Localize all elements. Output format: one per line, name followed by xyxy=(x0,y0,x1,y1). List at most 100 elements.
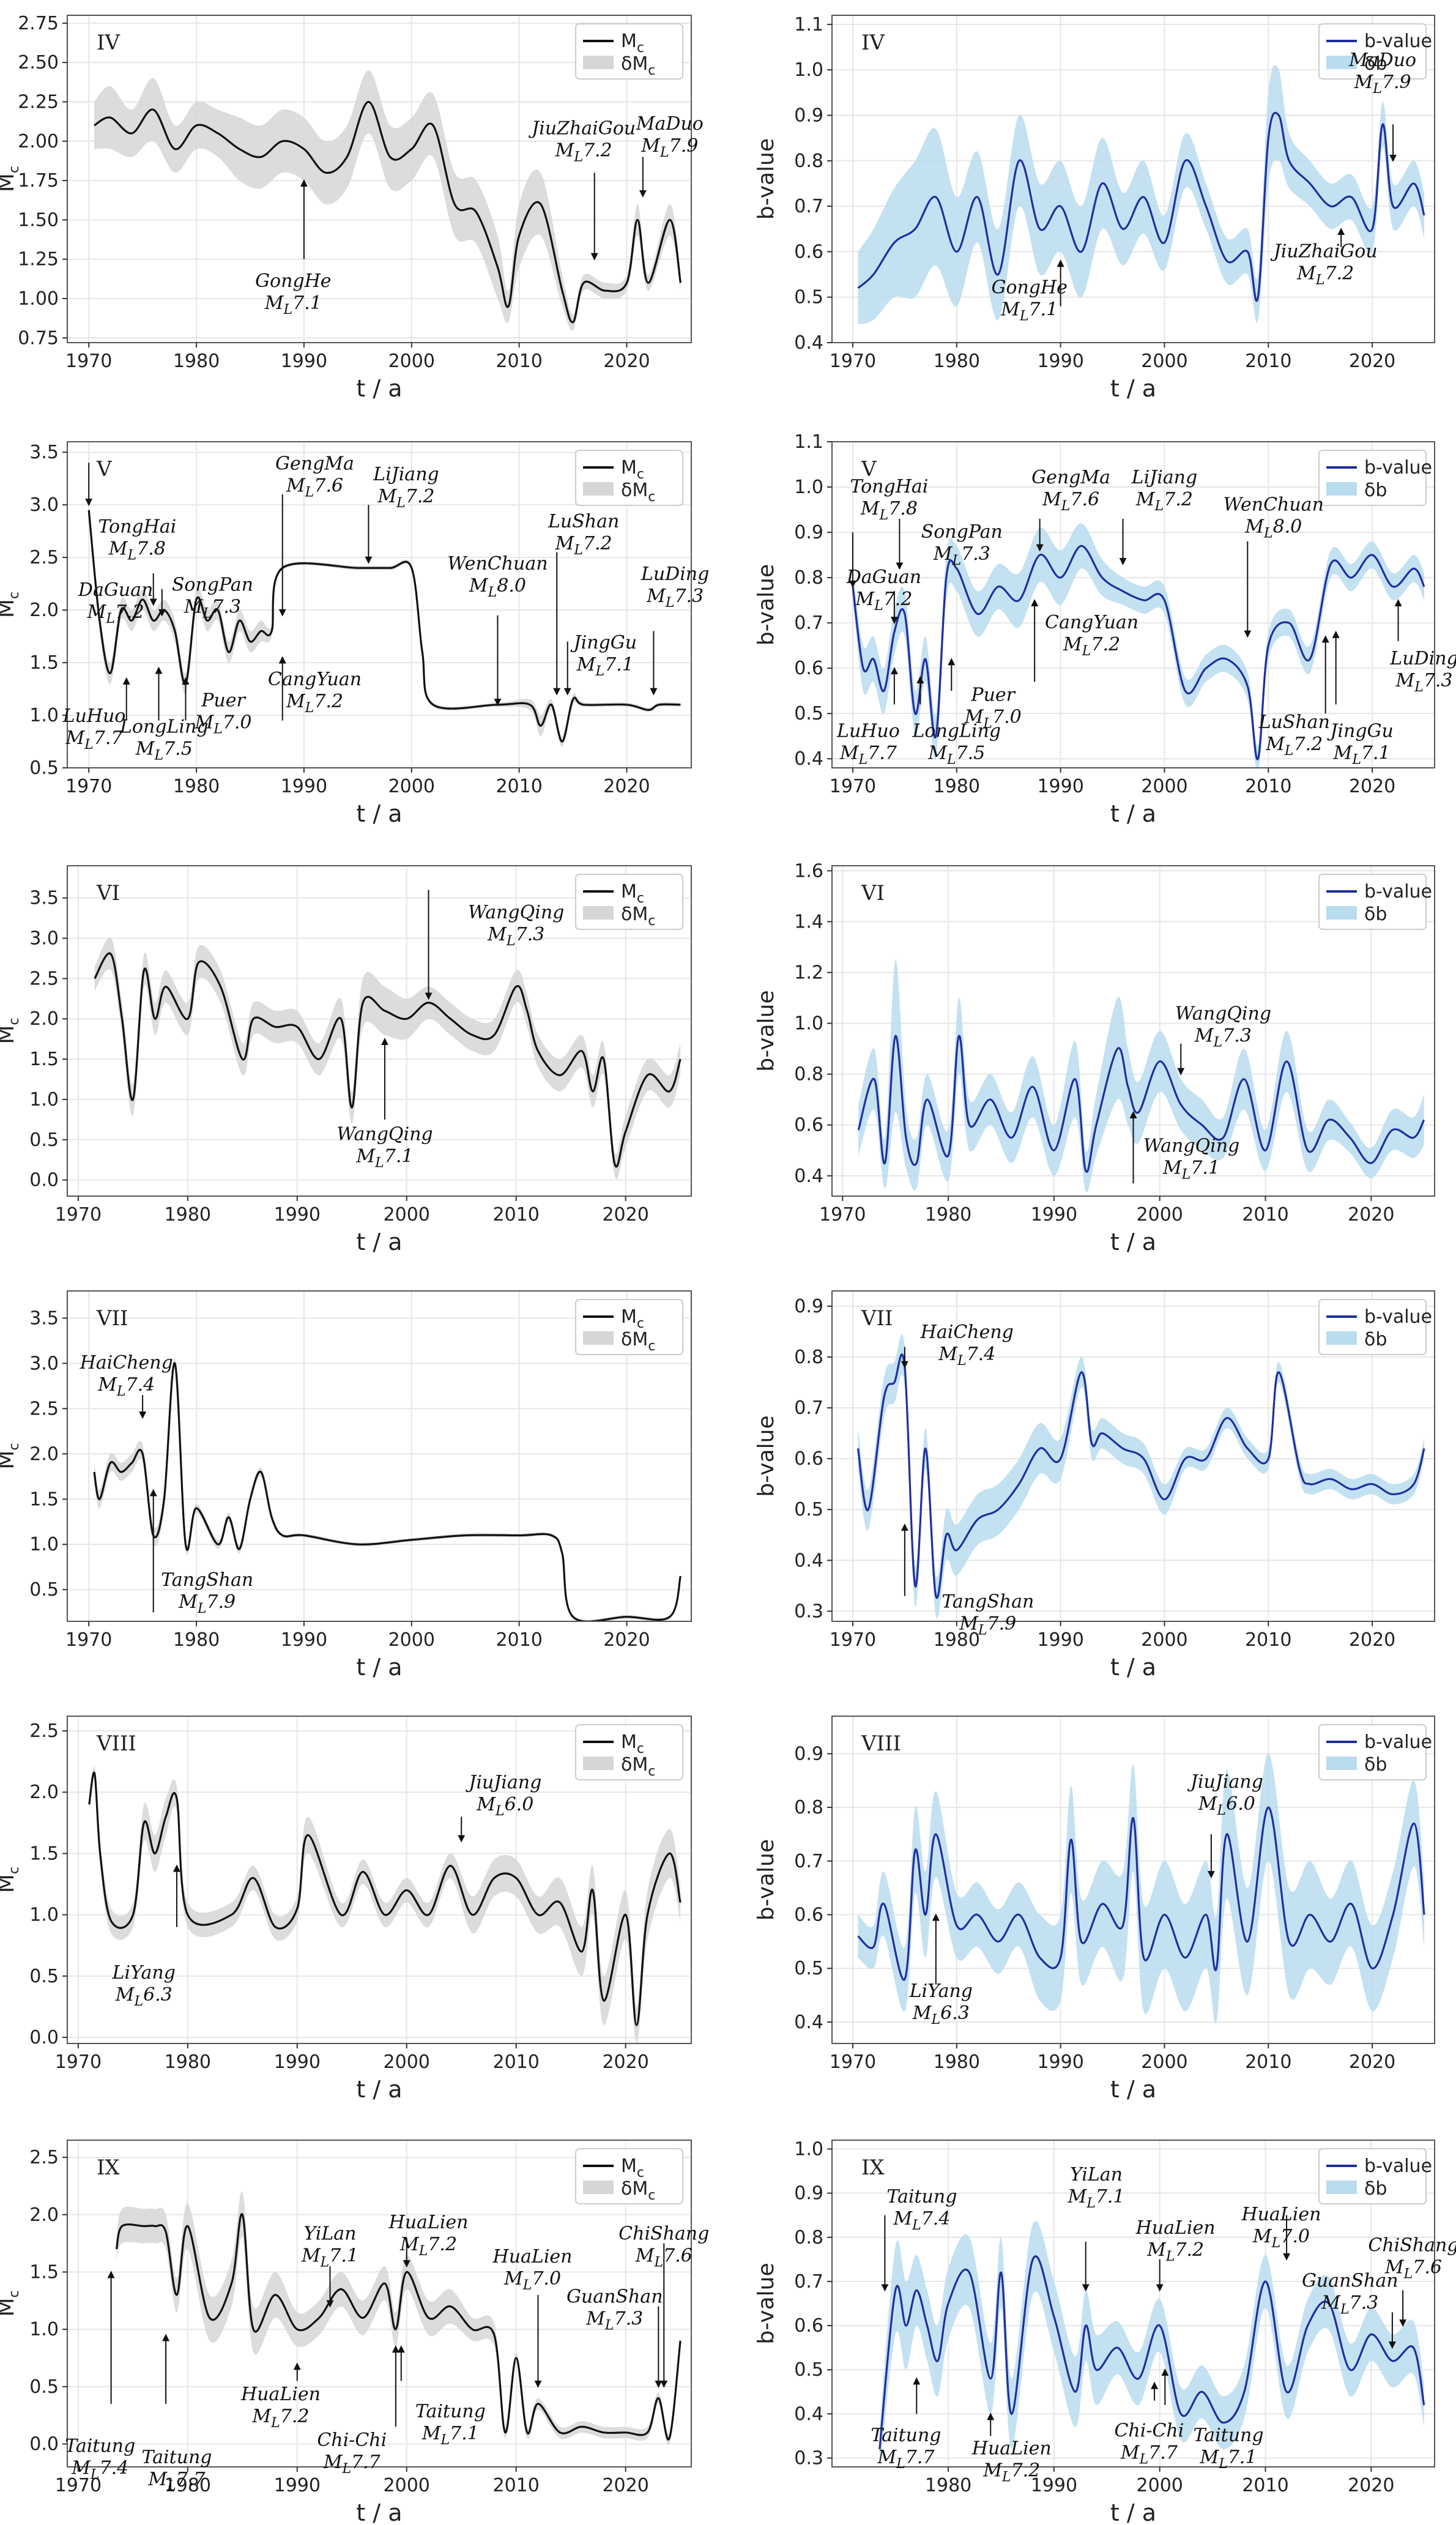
event-magnitude: ML7.1 xyxy=(301,2245,358,2270)
x-axis-label: t / a xyxy=(1110,375,1156,402)
axes-frame xyxy=(67,1716,692,2044)
y-tick-label: 1.0 xyxy=(29,1089,59,1110)
x-tick-label: 1990 xyxy=(281,1629,327,1651)
event-name: HuaLien xyxy=(971,2438,1052,2460)
event-name: CangYuan xyxy=(1045,612,1138,633)
legend-entry-band: δb xyxy=(1364,904,1387,925)
event-name: GuanShan xyxy=(566,2286,663,2308)
series-line xyxy=(878,2255,1425,2450)
y-axis-label: b-value xyxy=(754,2263,779,2344)
x-tick-label: 1970 xyxy=(830,2051,876,2073)
y-tick-label: 0.5 xyxy=(29,2376,59,2398)
axes-frame xyxy=(67,2140,692,2467)
x-tick-label: 1980 xyxy=(173,351,220,372)
event-magnitude: ML7.9 xyxy=(641,135,698,160)
series-line xyxy=(93,1362,682,1621)
event-name: HaiCheng xyxy=(80,1352,173,1374)
x-tick-label: 1980 xyxy=(925,2475,971,2496)
uncertainty-band xyxy=(89,505,681,747)
event-name: SongPan xyxy=(921,521,1003,543)
y-tick-label: 0.4 xyxy=(794,332,823,354)
event-magnitude: ML7.2 xyxy=(555,140,612,165)
event-name: LongLing xyxy=(119,716,209,737)
x-tick-label: 2010 xyxy=(1245,1629,1291,1651)
event-magnitude: ML7.3 xyxy=(184,596,241,621)
event-name: LiJiang xyxy=(373,464,439,485)
y-tick-label: 0.3 xyxy=(794,1601,823,1622)
event-name: HuaLien xyxy=(1241,2204,1321,2225)
event-magnitude: ML7.1 xyxy=(355,1145,413,1170)
x-tick-label: 1990 xyxy=(1031,1204,1077,1225)
event-magnitude: ML7.7 xyxy=(147,2469,206,2494)
event-magnitude: ML7.2 xyxy=(1063,634,1120,659)
y-tick-label: 1.5 xyxy=(29,1843,59,1864)
y-axis-label: Mc xyxy=(0,1867,22,1893)
event-name: HuaLien xyxy=(240,2384,321,2405)
uncertainty-band xyxy=(94,937,681,1180)
event-name: HuaLien xyxy=(1135,2217,1216,2239)
legend-band-swatch xyxy=(583,2181,614,2194)
event-magnitude: ML7.2 xyxy=(399,2234,457,2259)
y-tick-label: 0.5 xyxy=(794,1499,823,1520)
legend-entry-band: δMc xyxy=(621,2178,655,2203)
legend-entry-line: Mc xyxy=(621,881,644,906)
y-tick-label: 0.9 xyxy=(794,522,823,543)
y-tick-label: 0.8 xyxy=(794,1797,823,1818)
y-tick-label: 0.4 xyxy=(794,2012,823,2033)
event-name: Puer xyxy=(201,690,246,711)
legend-entry-band: δMc xyxy=(621,904,655,929)
event-magnitude: ML7.2 xyxy=(1146,2239,1204,2264)
y-tick-label: 1.0 xyxy=(29,1534,59,1555)
x-tick-label: 2010 xyxy=(493,2051,540,2073)
y-tick-label: 0.0 xyxy=(29,2434,59,2455)
x-tick-label: 2020 xyxy=(602,2051,648,2073)
event-name: GengMa xyxy=(1031,467,1110,488)
y-axis-label: Mc xyxy=(0,1017,22,1044)
event-magnitude: ML6.3 xyxy=(912,2003,970,2028)
uncertainty-band xyxy=(858,959,1424,1192)
x-tick-label: 2020 xyxy=(603,776,650,797)
x-axis-label: t / a xyxy=(356,375,402,402)
event-name: LiJiang xyxy=(1131,467,1198,488)
series-line xyxy=(856,1353,1425,1599)
event-magnitude: ML7.3 xyxy=(646,586,704,611)
y-tick-label: 0.9 xyxy=(794,1296,823,1317)
event-name: Taitung xyxy=(886,2186,957,2207)
event-name: Taitung xyxy=(1193,2425,1263,2446)
x-tick-label: 2000 xyxy=(388,1629,435,1651)
event-magnitude: ML7.1 xyxy=(1162,1158,1220,1183)
x-tick-label: 1970 xyxy=(830,776,876,797)
event-magnitude: ML7.2 xyxy=(1265,734,1323,759)
y-tick-label: 3.5 xyxy=(29,442,59,463)
y-tick-label: 0.4 xyxy=(794,2403,823,2425)
event-magnitude: ML7.0 xyxy=(964,706,1022,731)
y-tick-label: 1.0 xyxy=(29,2319,59,2340)
event-name: SongPan xyxy=(172,574,253,595)
x-tick-label: 1970 xyxy=(830,1629,876,1651)
x-tick-label: 2020 xyxy=(1349,1629,1395,1651)
legend-band-swatch xyxy=(1326,482,1357,496)
uncertainty-band xyxy=(853,523,1424,768)
event-name: LuHuo xyxy=(836,721,900,742)
y-tick-label: 0.4 xyxy=(794,748,823,770)
event-magnitude: ML7.9 xyxy=(1354,72,1411,97)
axes-frame xyxy=(831,1290,1435,1622)
chart-panel-VII-Mc: 1970 1980 1990 2000 2010 2020 0.5 1.0 1.5 2.0 2.5 3… xyxy=(0,1290,692,1681)
y-tick-label: 0.8 xyxy=(794,1347,823,1368)
x-tick-label: 1970 xyxy=(65,776,112,797)
y-tick-label: 0.7 xyxy=(794,196,823,217)
y-tick-label: 0.6 xyxy=(794,1115,823,1136)
event-name: MaDuo xyxy=(1348,50,1416,71)
x-tick-label: 1980 xyxy=(934,1629,980,1651)
x-tick-label: 2010 xyxy=(493,1204,540,1225)
legend-entry-line: b-value xyxy=(1364,1306,1432,1328)
event-magnitude: ML7.1 xyxy=(1067,2186,1124,2211)
chart-panel-VIII-Mc: 1970 1980 1990 2000 2010 2020 0.0 0.5 1.0 1.5 2.0 2… xyxy=(0,1716,692,2103)
y-tick-label: 1.50 xyxy=(18,209,59,231)
y-tick-label: 1.1 xyxy=(794,14,823,35)
panel-region-label: VI xyxy=(861,881,885,906)
event-name: WangQing xyxy=(1175,1003,1271,1025)
x-tick-label: 1990 xyxy=(1037,351,1083,372)
event-name: MaDuo xyxy=(636,113,704,135)
x-tick-label: 1990 xyxy=(281,776,327,797)
